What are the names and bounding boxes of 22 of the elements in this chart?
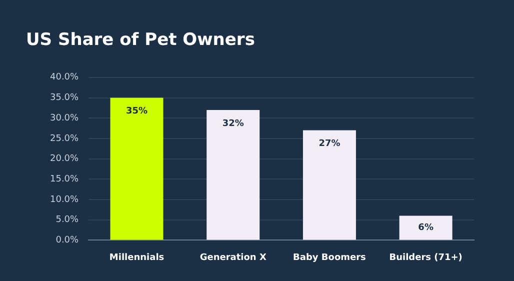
bar <box>302 130 356 240</box>
y-tick-label: 0.0% <box>56 236 80 246</box>
y-tick-label: 10.0% <box>50 194 80 205</box>
y-tick-label: 35.0% <box>50 93 80 104</box>
chart-title: US Share of Pet Owners <box>26 30 255 50</box>
y-tick-label: 5.0% <box>56 215 80 226</box>
y-tick-label: 20.0% <box>50 154 80 164</box>
x-tick-label: Millennials <box>109 252 164 263</box>
y-tick-label: 15.0% <box>50 174 80 184</box>
y-tick-label: 25.0% <box>50 134 80 144</box>
x-tick-label: Generation X <box>200 252 266 263</box>
data-label: 32% <box>222 118 244 129</box>
x-tick-label: Builders (71+) <box>389 252 462 263</box>
y-tick-label: 30.0% <box>50 113 80 124</box>
bar <box>206 110 260 240</box>
y-tick-label: 40.0% <box>50 72 80 83</box>
data-label: 35% <box>126 106 148 117</box>
bar <box>110 98 164 240</box>
x-tick-label: Baby Boomers <box>293 252 366 263</box>
data-label: 27% <box>318 139 340 150</box>
bar <box>399 216 452 240</box>
data-label: 6% <box>418 223 434 234</box>
